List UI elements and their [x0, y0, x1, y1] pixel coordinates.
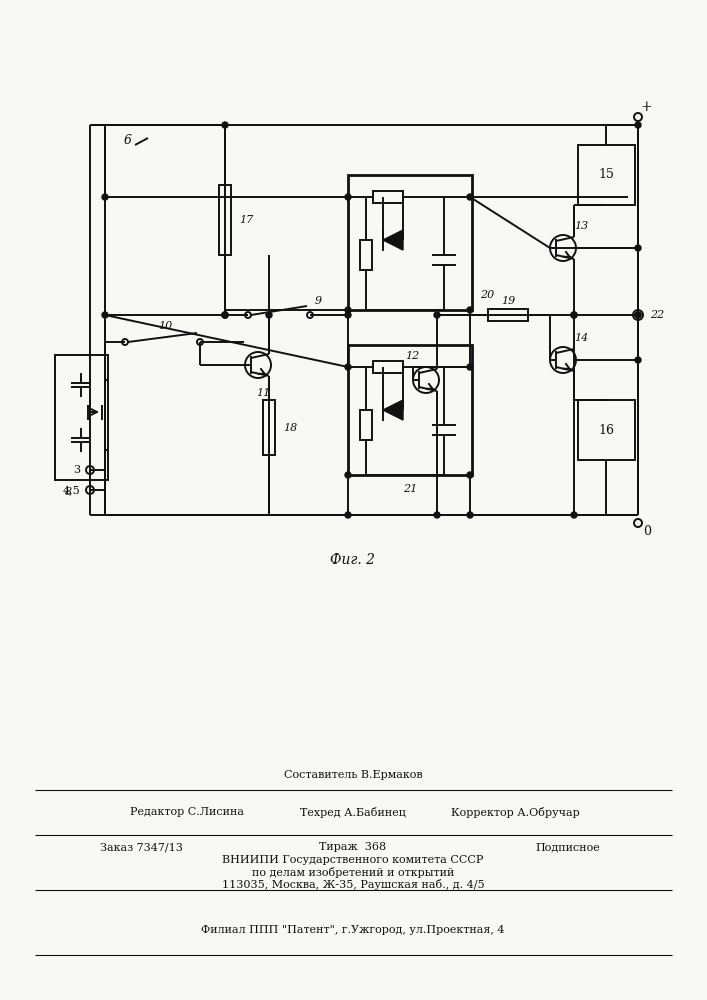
- Circle shape: [307, 312, 313, 318]
- Text: 10: 10: [158, 321, 172, 331]
- Text: 19: 19: [501, 296, 515, 306]
- Text: 11: 11: [256, 388, 270, 398]
- Text: 22: 22: [650, 310, 665, 320]
- Bar: [488, 309, 528, 321]
- Text: 12: 12: [405, 351, 419, 361]
- Circle shape: [550, 235, 576, 261]
- Text: по делам изобретений и открытий: по делам изобретений и открытий: [252, 866, 454, 878]
- Text: 14: 14: [574, 333, 588, 343]
- Text: 0: 0: [643, 525, 651, 538]
- Circle shape: [122, 339, 128, 345]
- Text: 6: 6: [124, 133, 132, 146]
- Bar: [348, 175, 472, 310]
- Circle shape: [635, 357, 641, 363]
- Text: 3: 3: [73, 465, 80, 475]
- Circle shape: [634, 519, 642, 527]
- Text: 4,5: 4,5: [62, 485, 80, 495]
- Circle shape: [571, 512, 577, 518]
- Text: 20: 20: [480, 290, 494, 300]
- Text: +: +: [641, 100, 653, 114]
- Text: Техред А.Бабинец: Техред А.Бабинец: [300, 806, 406, 818]
- Circle shape: [345, 307, 351, 313]
- Text: Заказ 7347/13: Заказ 7347/13: [100, 842, 183, 852]
- Circle shape: [222, 312, 228, 318]
- Circle shape: [434, 512, 440, 518]
- Circle shape: [245, 312, 251, 318]
- Text: Редактор С.Лисина: Редактор С.Лисина: [130, 807, 244, 817]
- Bar: [373, 191, 403, 203]
- Text: 113035, Москва, Ж-35, Раушская наб., д. 4/5: 113035, Москва, Ж-35, Раушская наб., д. …: [222, 879, 484, 890]
- Text: Фиг. 2: Фиг. 2: [330, 553, 375, 567]
- Circle shape: [266, 312, 272, 318]
- Circle shape: [86, 466, 94, 474]
- Circle shape: [413, 367, 439, 393]
- Bar: [348, 345, 472, 475]
- Circle shape: [467, 194, 473, 200]
- Text: Филиал ППП "Патент", г.Ужгород, ул.Проектная, 4: Филиал ППП "Патент", г.Ужгород, ул.Проек…: [201, 925, 505, 935]
- Circle shape: [633, 310, 643, 320]
- Circle shape: [222, 312, 228, 318]
- Bar: [360, 240, 372, 270]
- Bar: [578, 400, 635, 460]
- Circle shape: [571, 312, 577, 318]
- Polygon shape: [383, 400, 403, 420]
- Circle shape: [635, 122, 641, 128]
- Text: 9: 9: [315, 296, 322, 306]
- Text: 18: 18: [283, 423, 297, 433]
- Circle shape: [102, 312, 108, 318]
- Circle shape: [467, 307, 473, 313]
- Circle shape: [467, 472, 473, 478]
- Text: 16: 16: [598, 424, 614, 436]
- Circle shape: [550, 347, 576, 373]
- Circle shape: [345, 312, 351, 318]
- Circle shape: [222, 122, 228, 128]
- Circle shape: [635, 245, 641, 251]
- Circle shape: [345, 512, 351, 518]
- Circle shape: [345, 472, 351, 478]
- Circle shape: [635, 312, 641, 318]
- Circle shape: [467, 364, 473, 370]
- Text: ВНИИПИ Государственного комитета СССР: ВНИИПИ Государственного комитета СССР: [222, 855, 484, 865]
- Text: 21: 21: [403, 484, 417, 494]
- Circle shape: [434, 312, 440, 318]
- Circle shape: [467, 512, 473, 518]
- Circle shape: [571, 312, 577, 318]
- Circle shape: [102, 194, 108, 200]
- Circle shape: [345, 194, 351, 200]
- Circle shape: [222, 312, 228, 318]
- Bar: [360, 410, 372, 440]
- Text: 17: 17: [239, 215, 253, 225]
- Bar: [55, 355, 108, 480]
- Circle shape: [635, 312, 641, 318]
- Circle shape: [86, 486, 94, 494]
- Circle shape: [197, 339, 203, 345]
- Text: Корректор А.Обручар: Корректор А.Обручар: [451, 806, 580, 818]
- Text: Составитель В.Ермаков: Составитель В.Ермаков: [284, 770, 422, 780]
- Text: 8: 8: [64, 487, 71, 497]
- Text: Подписное: Подписное: [535, 842, 600, 852]
- Circle shape: [345, 364, 351, 370]
- Text: Тираж  368: Тираж 368: [320, 842, 387, 852]
- Circle shape: [245, 352, 271, 378]
- Bar: [373, 361, 403, 373]
- Polygon shape: [383, 230, 403, 250]
- Text: 15: 15: [598, 168, 614, 182]
- Bar: [263, 400, 275, 455]
- Bar: [578, 145, 635, 205]
- Bar: [219, 185, 231, 255]
- Circle shape: [634, 113, 642, 121]
- Text: 13: 13: [574, 221, 588, 231]
